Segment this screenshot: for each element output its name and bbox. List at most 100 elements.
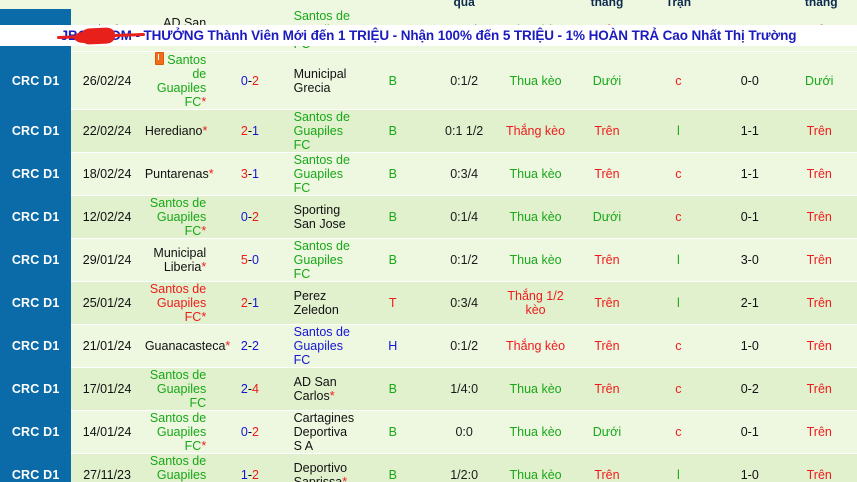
score-separator: - [247, 167, 252, 182]
card-icon [155, 52, 165, 66]
match-date: 26/02/24 [71, 51, 143, 111]
away-team[interactable]: Municipal Grecia [285, 51, 358, 111]
match-score: 0-2 [214, 195, 286, 240]
score-away: 1 [252, 167, 259, 182]
score-home: 2 [240, 124, 248, 139]
table-row[interactable]: CRC D1 18/02/24 Puntarenas* 3-1 Santos de Gu… [0, 152, 857, 197]
away-team[interactable]: Sporting San Jose [285, 195, 358, 240]
away-team-label: AD San Carlos [293, 375, 337, 404]
league-badge[interactable]: CRC D1 [0, 281, 72, 326]
header-home [142, 0, 215, 10]
away-team[interactable]: Santos de Guapiles FC [285, 152, 358, 197]
home-team[interactable]: Santos de Guapiles FC* [142, 51, 215, 111]
score-separator: - [247, 468, 252, 482]
home-star-icon: * [208, 167, 214, 182]
league-badge[interactable]: CRC D1 [0, 51, 72, 111]
home-team[interactable]: Guanacasteca* [142, 324, 230, 369]
header-ha [357, 0, 429, 10]
table-row[interactable]: CRC D1 12/02/24 Santos de Guapiles FC* 0-2 S… [0, 195, 857, 240]
score-separator: - [247, 296, 252, 311]
score-away: 0 [252, 253, 259, 268]
score-separator: - [247, 124, 252, 139]
handicap-line: 0:1/4 [428, 195, 500, 240]
halftime-over-under-result: Trên [785, 324, 857, 369]
halftime-score: 0-1 [714, 195, 786, 240]
away-team-label: Perez Zeledon [293, 289, 339, 318]
home-team[interactable]: Puntarenas* [142, 152, 215, 197]
handicap-result: Thua kèo [499, 453, 572, 482]
score-separator: - [247, 210, 252, 225]
home-star-icon: * [201, 260, 207, 275]
away-team[interactable]: Santos de Guapiles FC [285, 238, 358, 283]
halftime-over-under-result: Trên [785, 238, 857, 283]
halftime-score: 1-0 [714, 324, 786, 369]
over-under-result: Dưới [571, 51, 643, 111]
match-date: 21/01/24 [71, 324, 143, 369]
match-score: 3-1 [214, 152, 286, 197]
home-team-label: Puntarenas [144, 167, 209, 182]
home-team[interactable]: Santos de Guapiles FC [142, 453, 215, 482]
away-team[interactable]: AD San Carlos* [285, 367, 358, 412]
home-star-icon: * [225, 339, 231, 354]
home-team[interactable]: Herediano* [142, 109, 215, 154]
home-away-indicator: T [357, 281, 429, 326]
away-team[interactable]: Santos de Guapiles FC [285, 324, 358, 369]
home-team[interactable]: Santos de Guapiles FC* [142, 410, 215, 455]
home-team[interactable]: Municipal Liberia* [142, 238, 215, 283]
handicap-result: Thua kèo [499, 195, 572, 240]
header-halftime [714, 0, 786, 10]
away-team[interactable]: Cartagines Deportiva S A [285, 410, 358, 455]
handicap-result: Thua kèo [499, 410, 572, 455]
handicap-result: Thắng kèo [499, 109, 572, 154]
table-row[interactable]: CRC D1 22/02/24 Herediano* 2-1 Santos de Gua… [0, 109, 857, 154]
match-date: 17/01/24 [71, 367, 143, 412]
handicap-result: Thắng kèo [499, 324, 572, 369]
home-star-icon: * [201, 224, 207, 239]
away-team[interactable]: Perez Zeledon [285, 281, 358, 326]
halftime-over-under-result: Trên [785, 195, 857, 240]
score-home: 1 [240, 468, 248, 482]
score-away: 2 [252, 425, 259, 440]
league-badge[interactable]: CRC D1 [0, 324, 72, 369]
table-row[interactable]: CRC D1 14/01/24 Santos de Guapiles FC* 0-2 C… [0, 410, 857, 455]
league-badge[interactable]: CRC D1 [0, 152, 72, 197]
home-team[interactable]: Santos de Guapiles FC [142, 367, 215, 412]
league-badge[interactable]: CRC D1 [0, 367, 72, 412]
league-badge[interactable]: CRC D1 [0, 453, 72, 482]
promo-banner[interactable]: JBCN.COM - THƯỞNG Thành Viên Mới đến 1 T… [0, 25, 857, 46]
handicap-line: 0:3/4 [428, 152, 500, 197]
home-team[interactable]: Santos de Guapiles FC* [142, 281, 215, 326]
over-under-result: Dưới [571, 195, 643, 240]
match-date: 25/01/24 [71, 281, 143, 326]
halftime-over-under-result: Dưới [785, 51, 857, 111]
halftime-over-under-result: Trên [785, 453, 857, 482]
table-row[interactable]: CRC D1 26/02/24 Santos de Guapiles FC* 0-2 M… [0, 51, 857, 111]
away-team[interactable]: Deportivo Saprissa* [285, 453, 358, 482]
home-away-indicator: B [357, 195, 429, 240]
header-round: Trận [642, 0, 715, 10]
score-away: 2 [252, 339, 259, 354]
league-badge[interactable]: CRC D1 [0, 410, 72, 455]
away-team-label: Santos de Guapiles FC [293, 239, 350, 282]
away-team[interactable]: Santos de Guapiles FC [285, 109, 358, 154]
table-row[interactable]: CRC D1 17/01/24 Santos de Guapiles FC 2-4 AD… [0, 367, 857, 412]
score-away: 1 [252, 124, 259, 139]
halftime-over-under-result: Trên [785, 410, 857, 455]
league-badge[interactable]: CRC D1 [0, 195, 72, 240]
home-team-label: Santos de Guapiles FC [149, 368, 207, 411]
match-date: 22/02/24 [71, 109, 143, 154]
home-team[interactable]: Santos de Guapiles FC* [142, 195, 215, 240]
table-row[interactable]: CRC D1 21/01/24 Guanacasteca* 2-2 Santos de … [0, 324, 857, 369]
header-league [0, 0, 72, 10]
league-badge[interactable]: CRC D1 [0, 109, 72, 154]
score-away: 1 [252, 296, 259, 311]
handicap-result: Thua kèo [499, 238, 572, 283]
away-team-label: Santos de Guapiles FC [293, 325, 350, 368]
table-row[interactable]: CRC D1 29/01/24 Municipal Liberia* 5-0 Santo… [0, 238, 857, 283]
table-row[interactable]: CRC D1 25/01/24 Santos de Guapiles FC* 2-1 P… [0, 281, 857, 326]
league-badge[interactable]: CRC D1 [0, 238, 72, 283]
round-indicator: l [642, 281, 715, 326]
